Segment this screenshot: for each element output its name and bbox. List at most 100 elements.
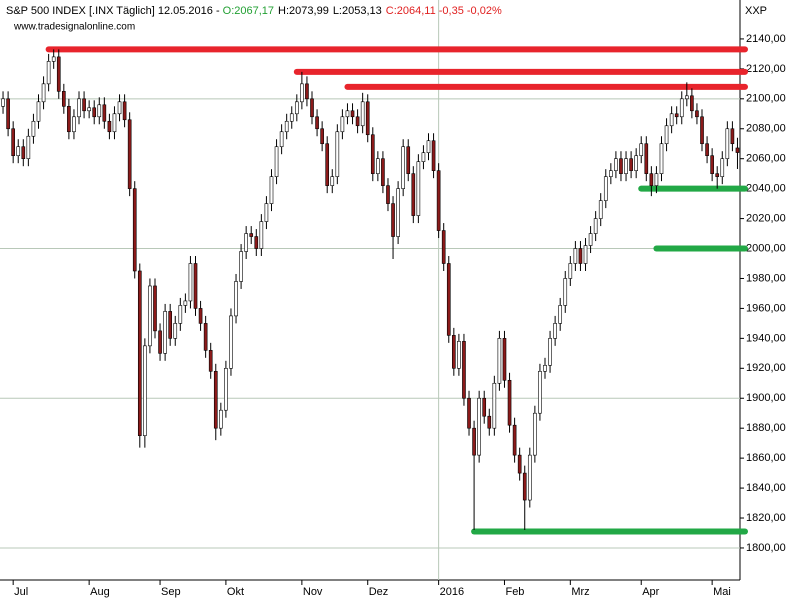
y-tick-label: 1980,00 — [746, 272, 786, 284]
candle-body — [188, 263, 193, 302]
candle-body — [234, 281, 238, 317]
candle-body — [467, 397, 471, 429]
candle-body — [538, 370, 542, 414]
y-tick-label: 2060,00 — [746, 153, 786, 165]
candle-body — [457, 341, 461, 369]
candle-body — [705, 143, 709, 157]
candle-body — [436, 170, 441, 231]
y-tick-label: 2040,00 — [746, 183, 786, 195]
candle-body — [482, 397, 487, 417]
candle-body — [137, 270, 142, 436]
candle-body — [274, 146, 279, 177]
axis-title: XXP — [745, 5, 767, 17]
candle-body — [11, 128, 15, 157]
candle-body — [674, 113, 679, 118]
candle-body — [320, 128, 324, 145]
candle-body — [112, 113, 117, 133]
candle-body — [31, 120, 36, 137]
candle-body — [289, 113, 294, 122]
candle-body — [279, 131, 284, 148]
candle-body — [639, 143, 644, 157]
candle-body — [148, 285, 152, 347]
candle-body — [355, 116, 360, 127]
candle-body — [168, 311, 173, 339]
chart-title: S&P 500 INDEX [.INX Täglich] 12.05.2016 … — [6, 5, 502, 17]
x-tick-label: Feb — [505, 586, 524, 598]
candle-body — [684, 95, 689, 100]
candle-body — [502, 338, 507, 381]
candle-body — [573, 248, 578, 264]
candle-body — [127, 119, 132, 189]
candle-body — [507, 379, 512, 426]
quote: H:2073,99 — [278, 5, 329, 17]
x-tick-label: Dez — [369, 586, 389, 598]
y-tick-label: 1840,00 — [746, 482, 786, 494]
candle-body — [512, 424, 517, 456]
quote: L:2053,13 — [333, 5, 382, 17]
candle-body — [654, 173, 659, 186]
y-tick-label: 1860,00 — [746, 452, 786, 464]
candle-body — [264, 203, 269, 222]
candle-body — [300, 83, 304, 103]
candle-body — [335, 131, 340, 177]
candle-body — [163, 311, 167, 354]
y-tick-label: 1800,00 — [746, 542, 786, 554]
candle-body — [553, 323, 557, 339]
x-tick-label: Okt — [227, 586, 244, 598]
candle-body — [213, 370, 218, 429]
candle-body — [406, 146, 411, 174]
candle-body — [173, 323, 178, 339]
candle-body — [664, 125, 669, 145]
candle-body — [411, 173, 416, 216]
candle-body — [56, 56, 61, 92]
y-tick-label: 2000,00 — [746, 242, 786, 254]
title: S&P 500 INDEX [.INX Täglich] 12.05.2016 … — [6, 5, 223, 17]
candle-body — [381, 158, 385, 186]
candle-body — [603, 176, 608, 201]
candle-body — [244, 233, 248, 252]
candle-body — [92, 107, 97, 118]
candle-body — [492, 382, 497, 429]
candle-body — [472, 427, 476, 456]
y-tick-label: 1900,00 — [746, 392, 786, 404]
candle-body — [446, 263, 451, 336]
candle-body — [588, 233, 593, 246]
candle-body — [158, 330, 162, 354]
candle-body — [629, 158, 633, 171]
candle-body — [462, 341, 466, 399]
candle-body — [345, 110, 350, 118]
x-tick-label: Mai — [713, 586, 731, 598]
x-tick-label: Aug — [90, 586, 110, 598]
candle-body — [730, 128, 735, 145]
candle-body — [578, 248, 583, 264]
candle-body — [452, 335, 456, 369]
candle-body — [598, 200, 603, 219]
candle-body — [269, 176, 274, 204]
candle-body — [370, 134, 375, 174]
source: www.tradesignalonline.com — [13, 22, 135, 33]
candle-body — [254, 236, 259, 249]
candle-body — [533, 412, 537, 456]
candle-body — [720, 158, 725, 177]
candle-body — [487, 415, 492, 429]
candle-body — [330, 176, 335, 186]
candle-body — [132, 188, 137, 272]
candle-body — [624, 158, 628, 174]
candle-body — [416, 161, 421, 216]
candle-body — [143, 345, 147, 436]
candle-body — [97, 104, 102, 118]
candle-body — [51, 56, 56, 62]
candle-body — [609, 170, 613, 177]
candle-body — [117, 101, 122, 115]
candle-body — [386, 185, 390, 204]
candle-body — [198, 308, 203, 324]
y-tick-label: 1960,00 — [746, 302, 786, 314]
candle-body — [497, 338, 502, 384]
candle-body — [229, 315, 233, 369]
x-tick-label: Jul — [14, 586, 28, 598]
candle-body — [82, 98, 86, 112]
x-tick-label: Sep — [161, 586, 181, 598]
y-tick-label: 2100,00 — [746, 93, 786, 105]
candle-body — [441, 230, 446, 264]
